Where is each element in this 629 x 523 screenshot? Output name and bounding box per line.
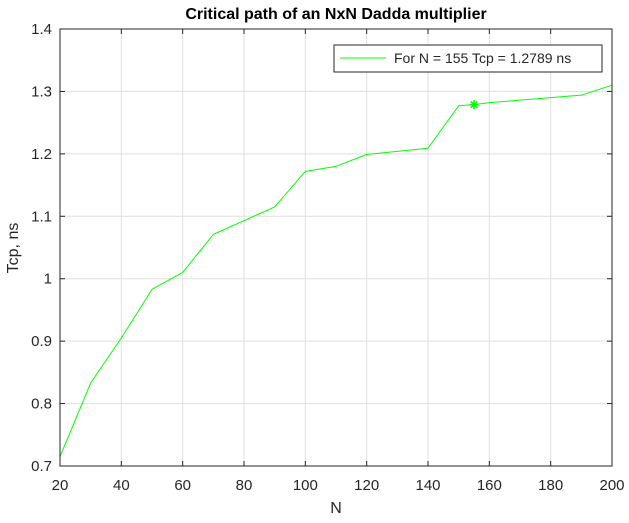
asterisk-marker	[470, 100, 479, 109]
x-tick-label: 200	[599, 477, 624, 494]
x-axis-label: N	[330, 500, 342, 517]
y-tick-label: 0.7	[31, 458, 52, 475]
chart-title: Critical path of an NxN Dadda multiplier	[185, 6, 486, 23]
x-tick-label: 100	[293, 477, 318, 494]
y-tick-label: 1.3	[31, 83, 52, 100]
y-tick-label: 0.8	[31, 396, 52, 413]
y-tick-label: 1.2	[31, 146, 52, 163]
y-tick-label: 1.1	[31, 208, 52, 225]
x-tick-label: 20	[52, 477, 69, 494]
y-tick-label: 1	[44, 271, 52, 288]
x-tick-label: 60	[174, 477, 191, 494]
x-tick-label: 180	[538, 477, 563, 494]
legend: For N = 155 Tcp = 1.2789 ns	[334, 45, 602, 72]
y-tick-label: 0.9	[31, 333, 52, 350]
y-tick-label: 1.4	[31, 21, 52, 38]
x-tick-label: 120	[354, 477, 379, 494]
legend-entry: For N = 155 Tcp = 1.2789 ns	[394, 50, 571, 66]
x-tick-label: 40	[113, 477, 130, 494]
x-tick-label: 140	[415, 477, 440, 494]
plot-area	[60, 29, 612, 466]
y-axis-label: Tcp, ns	[5, 223, 22, 274]
x-tick-label: 80	[236, 477, 253, 494]
x-tick-label: 160	[477, 477, 502, 494]
